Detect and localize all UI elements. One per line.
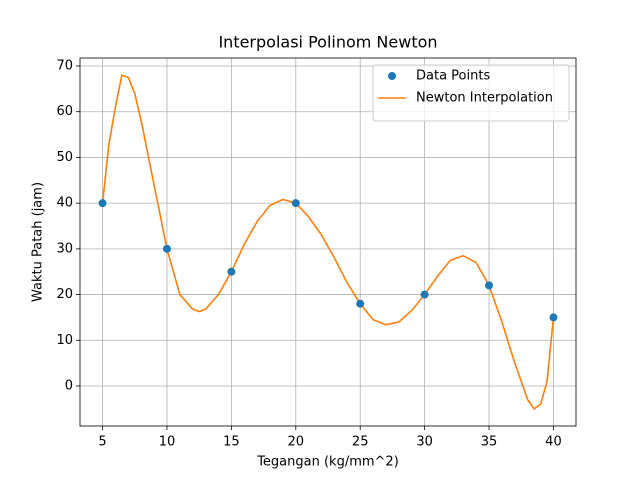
x-tick-label: 20 [288, 435, 305, 450]
x-tick-label: 10 [159, 435, 176, 450]
y-tick-label: 10 [56, 333, 73, 348]
x-tick-label: 40 [545, 435, 562, 450]
x-axis-label: Tegangan (kg/mm^2) [256, 455, 399, 470]
y-tick-label: 70 [56, 59, 73, 74]
x-tick-label: 30 [416, 435, 433, 450]
data-point [98, 199, 107, 208]
data-point [485, 281, 494, 290]
interpolation-line [101, 74, 555, 410]
x-tick-label: 25 [352, 435, 369, 450]
data-point [162, 244, 171, 253]
data-point [291, 199, 300, 208]
data-point [549, 313, 558, 322]
data-point [227, 267, 236, 276]
legend-label: Newton Interpolation [416, 91, 553, 106]
legend-marker [388, 72, 396, 80]
y-tick-label: 60 [56, 104, 73, 119]
y-tick-label: 0 [65, 379, 73, 394]
y-tick-label: 30 [56, 241, 73, 256]
axes-frame [79, 57, 577, 427]
y-tick-label: 20 [56, 287, 73, 302]
legend-label: Data Points [416, 69, 490, 84]
y-tick-label: 40 [56, 196, 73, 211]
legend-box [372, 64, 570, 122]
y-axis-label: Waktu Patah (jam) [31, 182, 46, 302]
x-tick-label: 35 [481, 435, 498, 450]
y-tick-label: 50 [56, 150, 73, 165]
x-tick-label: 15 [223, 435, 240, 450]
x-tick-label: 5 [98, 435, 106, 450]
chart-title: Interpolasi Polinom Newton [218, 33, 437, 52]
data-point [420, 290, 429, 299]
data-point [356, 299, 365, 308]
